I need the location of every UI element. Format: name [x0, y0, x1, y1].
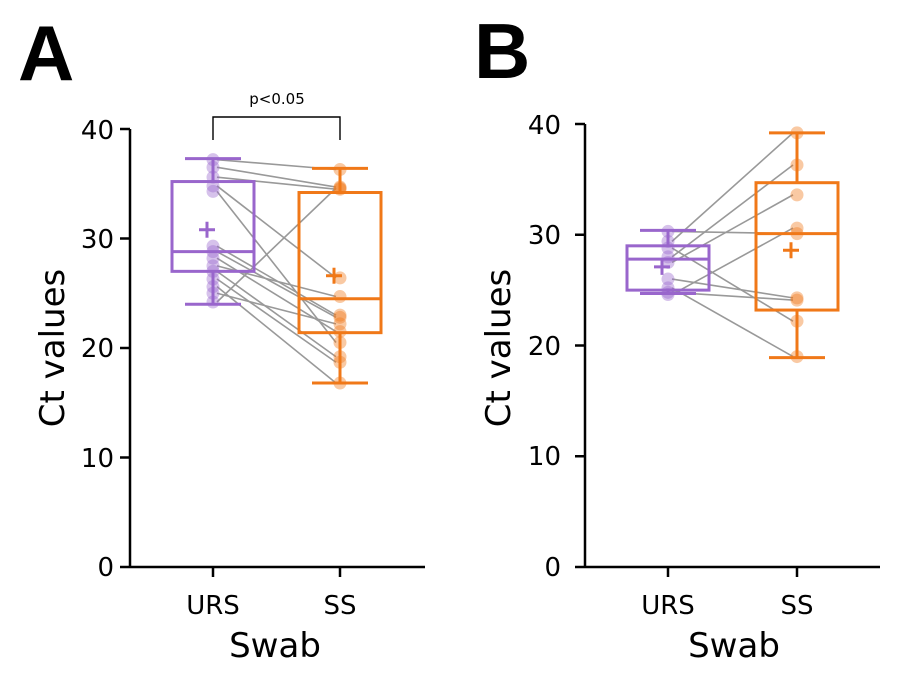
- panel-a-urs-point-13: [206, 286, 220, 300]
- panel-a-ytick-30: 30: [81, 225, 114, 255]
- panel-b-ytick-30: 30: [528, 221, 561, 251]
- panel-a-significance-label: p<0.05: [249, 90, 305, 108]
- panel-a-pair-line-7: [216, 250, 337, 319]
- panel-b-urs-point-4: [661, 250, 675, 264]
- panel-b-urs-point-6: [661, 272, 675, 286]
- panel-a-urs-point-12: [206, 280, 220, 294]
- panel-b-pair-line-9: [671, 227, 794, 296]
- panel-b-plot: [575, 122, 880, 577]
- panel-a-y-tick-labels: 0 10 20 30 40: [81, 116, 114, 583]
- panel-b-urs-box: [625, 244, 711, 292]
- panel-a-ss-point-5: [333, 336, 347, 350]
- panel-b-pair-line-6: [671, 278, 794, 299]
- panel-b-ss-point-5: [790, 188, 804, 202]
- panel-a-ytick-40: 40: [81, 116, 114, 146]
- panel-a-ss-point-11: [333, 355, 347, 369]
- panel-a-urs-point-9: [206, 259, 220, 273]
- panel-b-ss-box: [754, 181, 840, 312]
- panel-a-pair-line-2: [216, 166, 337, 188]
- panel-a-ss-point-3: [333, 182, 347, 196]
- panel-a-pair-line-3: [216, 176, 337, 191]
- panel-b-ss-point-6: [790, 291, 804, 305]
- panel-b-ss-point-1: [790, 227, 804, 241]
- panel-b-xlabel: Swab: [688, 626, 780, 666]
- panel-a-pair-line-13: [216, 292, 337, 325]
- panel-a-ss-point-2: [333, 180, 347, 194]
- panel-b-pair-line-4: [671, 164, 794, 258]
- panel-a-urs-point-6: [206, 239, 220, 253]
- panel-b-label: B: [474, 7, 530, 95]
- panel-a-urs-point-7: [206, 245, 220, 259]
- panel-a-label: A: [18, 9, 74, 97]
- panel-a-ylabel: Ct values: [33, 269, 73, 427]
- panel-b-ytick-20: 20: [528, 332, 561, 362]
- panel-a-ss-point-13: [333, 317, 347, 331]
- panel-a-ss-point-6: [333, 308, 347, 322]
- panel-a-pair-line-12: [216, 286, 337, 384]
- panel-b-urs-point-3: [661, 241, 675, 255]
- panel-b-urs-point-9: [661, 288, 675, 302]
- panel-b-pair-line-5: [671, 194, 794, 264]
- panel-a-urs-point-4: [206, 179, 220, 193]
- panel-a-urs-point-14: [206, 295, 220, 309]
- panel-a-plot: [120, 116, 425, 577]
- panel-a-ss-point-8: [333, 325, 347, 339]
- panel-b-ss-point-7: [790, 350, 804, 364]
- panel-a-urs-point-1: [206, 153, 220, 167]
- panel-a-xlabel: Swab: [229, 626, 321, 666]
- panel-a-ss-point-1: [333, 163, 347, 177]
- panel-b-cat-ss: SS: [780, 591, 813, 621]
- panel-a-pair-line-11: [216, 278, 337, 363]
- panel-a-urs-point-11: [206, 272, 220, 286]
- panel-a-urs-point-8: [206, 251, 220, 265]
- panel-a-cat-urs: URS: [186, 591, 240, 621]
- panel-b-ylabel: Ct values: [479, 269, 519, 427]
- panel-a-cat-ss: SS: [323, 591, 356, 621]
- panel-b-y-tick-labels: 0 10 20 30 40: [528, 111, 561, 583]
- panel-b-ytick-0: 0: [544, 553, 561, 583]
- panel-b-urs-point-2: [661, 234, 675, 248]
- panel-b-ss-point-8: [790, 293, 804, 307]
- panel-b-urs-point-8: [661, 285, 675, 299]
- panel-a-ytick-0: 0: [97, 553, 114, 583]
- panel-b-ss-point-3: [790, 314, 804, 328]
- panel-a-ss-point-12: [333, 376, 347, 390]
- panel-a-urs-point-5: [206, 184, 220, 198]
- panel-a-urs-point-3: [206, 170, 220, 184]
- panel-b-cat-urs: URS: [641, 591, 695, 621]
- panel-b-ss-point-4: [790, 158, 804, 172]
- panel-a-urs-point-2: [206, 160, 220, 174]
- panel-b-ytick-40: 40: [528, 111, 561, 141]
- panel-b-urs-point-7: [661, 281, 675, 295]
- panel-b-pair-line-2: [671, 132, 794, 242]
- panel-b-ss-point-9: [790, 221, 804, 235]
- panel-b-ss-point-2: [790, 126, 804, 140]
- panel-a-urs-point-10: [206, 264, 220, 278]
- panel-a-ss-point-14: [333, 181, 347, 195]
- panel-a-ss-point-9: [333, 290, 347, 304]
- panel-a-significance-bracket: [212, 116, 341, 140]
- panel-a-ytick-20: 20: [81, 334, 114, 364]
- panel-a-ytick-10: 10: [81, 444, 114, 474]
- panel-a-ss-point-10: [333, 350, 347, 364]
- panel-a-pair-line-10: [216, 270, 337, 358]
- panel-b-pair-line-7: [671, 287, 794, 358]
- panel-a-pair-line-5: [216, 190, 337, 344]
- panel-a-pair-line-4: [216, 185, 337, 279]
- panel-a-pair-line-14: [216, 187, 337, 303]
- panel-a-urs-box: [170, 180, 256, 273]
- panel-a-ss-point-7: [333, 310, 347, 324]
- panel-b-ytick-10: 10: [528, 442, 561, 472]
- panel-b-urs-point-1: [661, 224, 675, 238]
- panel-a-ss-box: [297, 191, 383, 335]
